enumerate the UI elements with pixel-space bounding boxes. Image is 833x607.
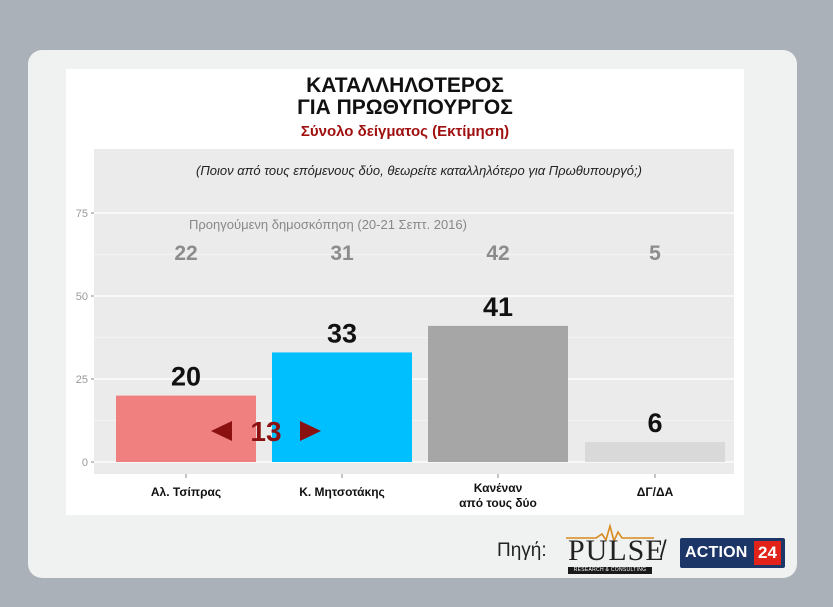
bar	[428, 325, 568, 462]
previous-poll-label: Προηγούμενη δημοσκόπηση (20-21 Σεπτ. 201…	[189, 217, 467, 232]
previous-value-label: 42	[486, 242, 509, 265]
logo-separator: /	[660, 536, 667, 563]
y-tick-label: 75	[76, 208, 88, 220]
bar-value-label: 6	[647, 408, 662, 438]
gap-arrow-right	[300, 421, 321, 441]
x-tick-label: από τους δύο	[459, 496, 537, 510]
x-tick-label: Κ. Μητσοτάκης	[299, 485, 385, 499]
source-label: Πηγή:	[497, 540, 547, 561]
previous-value-label: 22	[174, 242, 197, 265]
y-tick-label: 0	[82, 457, 88, 469]
chart-subtitle: Σύνολο δείγματος (Εκτίμηση)	[300, 123, 510, 140]
question-text: (Ποιον από τους επόμενους δύο, θεωρείτε …	[196, 163, 642, 178]
bar	[272, 352, 412, 462]
x-tick-label: Αλ. Τσίπρας	[151, 485, 221, 499]
chart-title-line-1: ΚΑΤΑΛΛΗΛΟΤΕΡΟΣ	[306, 74, 504, 97]
bar-value-label: 33	[327, 318, 357, 348]
gap-annotation-label: 13	[250, 416, 281, 447]
bar-value-label: 41	[483, 292, 513, 322]
chart-panel: ΚΑΤΑΛΛΗΛΟΤΕΡΟΣ ΓΙΑ ΠΡΩΘΥΠΟΥΡΓΟΣ Σύνολο δ…	[66, 69, 744, 515]
action24-logo-word: ACTION	[685, 544, 748, 561]
x-tick-label: ΔΓ/ΔΑ	[637, 485, 674, 499]
pulse-logo: PULSE RESEARCH & CONSULTING	[566, 522, 664, 574]
pulse-heartbeat-icon	[566, 522, 654, 542]
chart-title-line-2: ΓΙΑ ΠΡΩΘΥΠΟΥΡΓΟΣ	[297, 96, 513, 119]
previous-value-label: 5	[649, 242, 661, 265]
gap-arrow-left	[211, 421, 232, 441]
pulse-logo-word: PULSE	[568, 534, 665, 567]
action24-logo: ACTION 24	[680, 538, 785, 568]
bar	[116, 395, 256, 462]
previous-value-label: 31	[330, 242, 354, 265]
y-tick-label: 50	[76, 291, 88, 303]
bar-value-label: 20	[171, 362, 201, 392]
bar	[585, 442, 725, 462]
action24-logo-number: 24	[754, 541, 781, 565]
pulse-logo-subtitle: RESEARCH & CONSULTING	[568, 567, 652, 574]
bar-chart: 0 25 50 75 (Ποιον από τους επόμενους δύο, θε…	[76, 149, 734, 510]
x-tick-label: Κανέναν	[474, 481, 523, 495]
y-tick-label: 25	[76, 374, 88, 386]
